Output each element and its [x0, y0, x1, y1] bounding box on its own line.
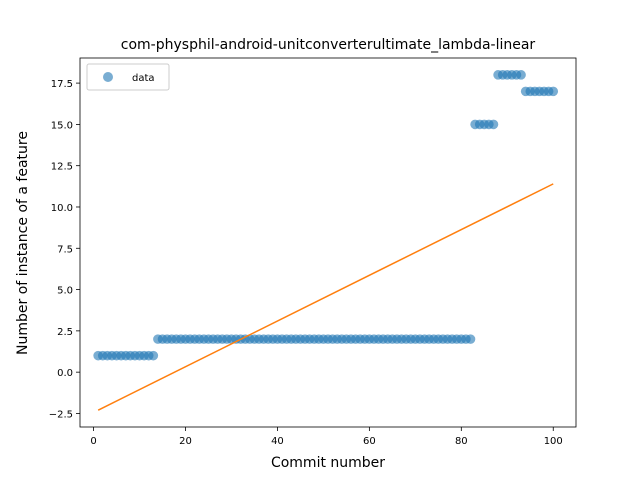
- legend: data: [86, 63, 170, 91]
- y-tick-label: 2.5: [57, 327, 73, 338]
- y-tick-label: 15.0: [51, 120, 73, 131]
- chart-title: com-physphil-android-unitconverterultima…: [121, 37, 536, 53]
- axes: 0 20 40 60 80 100 −2.5 0.0 2.5 5.0 7.5 10.0 12.5 15.0…: [49, 57, 577, 447]
- legend-box: [86, 63, 170, 91]
- data-point: [465, 334, 476, 344]
- axes-frame: [79, 57, 577, 428]
- y-axis-label: Number of instance of a feature: [15, 131, 31, 355]
- x-axis-label: Commit number: [271, 455, 385, 471]
- data-point: [488, 119, 499, 130]
- y-tick-label: 0.0: [57, 368, 73, 379]
- y-tick-label: 17.5: [51, 79, 73, 90]
- x-tick-label: 40: [271, 436, 284, 447]
- x-tick-label: 0: [90, 436, 96, 447]
- y-tick-label: 12.5: [51, 162, 73, 173]
- y-tick-label: 7.5: [57, 244, 73, 255]
- y-tick-label: 10.0: [51, 203, 73, 214]
- data-point: [148, 350, 159, 361]
- y-tick-label: −2.5: [49, 409, 73, 420]
- data-point: [548, 86, 559, 97]
- legend-label-data: data: [132, 73, 155, 84]
- x-tick-label: 100: [544, 436, 563, 447]
- x-tick-label: 60: [363, 436, 376, 447]
- legend-marker-data: [103, 72, 113, 82]
- x-tick-label: 20: [179, 436, 192, 447]
- x-tick-label: 80: [455, 436, 468, 447]
- fit-line: [97, 183, 554, 411]
- data-point: [516, 70, 526, 80]
- plot-area: [93, 70, 559, 411]
- y-tick-label: 5.0: [57, 286, 73, 297]
